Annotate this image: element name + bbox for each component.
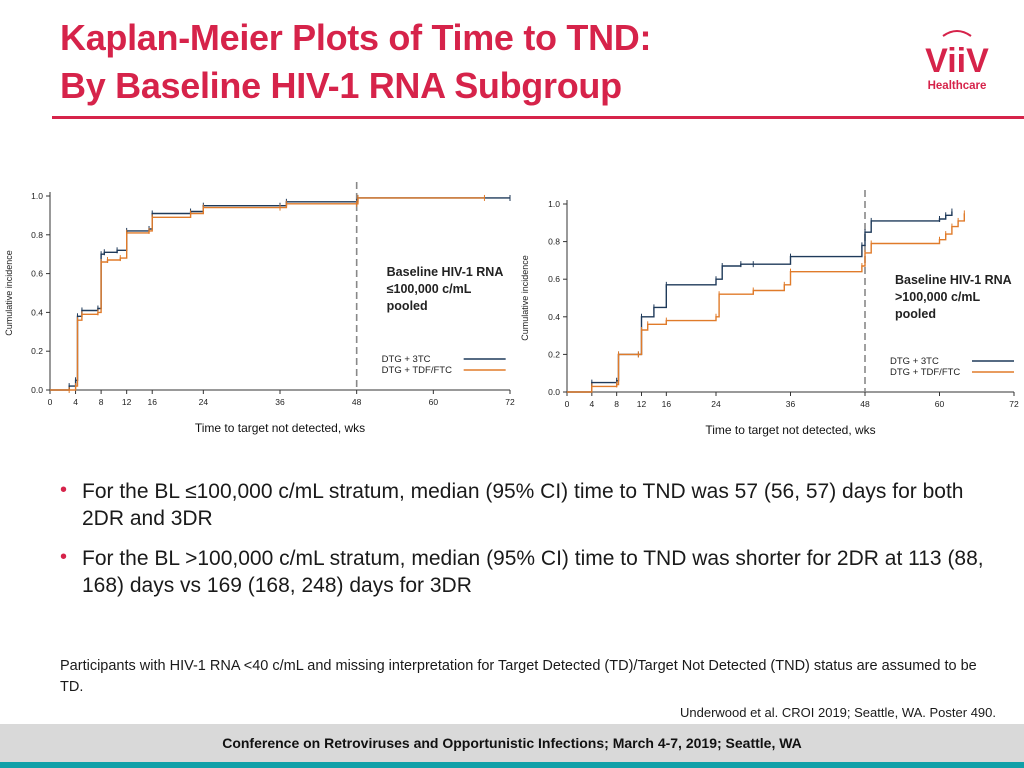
x-axis-label: Time to target not detected, wks bbox=[705, 423, 875, 437]
x-tick-label: 60 bbox=[429, 397, 439, 407]
footnote: Participants with HIV-1 RNA <40 c/mL and… bbox=[60, 658, 977, 695]
x-tick-label: 36 bbox=[275, 397, 285, 407]
legend-label: DTG + TDF/FTC bbox=[890, 367, 960, 378]
y-tick-label: 0.8 bbox=[31, 230, 43, 240]
bullet-text: For the BL ≤100,000 c/mL stratum, median… bbox=[82, 480, 964, 530]
y-tick-label: 1.0 bbox=[31, 191, 43, 201]
x-tick-label: 16 bbox=[147, 397, 157, 407]
viiv-healthcare-logo: ViiV Healthcare bbox=[925, 30, 989, 92]
stratum-annotation: Baseline HIV-1 RNA bbox=[895, 273, 1012, 287]
bullet-icon: • bbox=[60, 479, 68, 501]
x-tick-label: 24 bbox=[711, 399, 721, 409]
x-tick-label: 4 bbox=[589, 399, 594, 409]
x-tick-label: 8 bbox=[99, 397, 104, 407]
x-tick-label: 24 bbox=[199, 397, 209, 407]
y-tick-label: 0.2 bbox=[548, 349, 560, 359]
x-tick-label: 48 bbox=[352, 397, 362, 407]
x-tick-label: 12 bbox=[122, 397, 132, 407]
slide-title-line-2: By Baseline HIV-1 RNA Subgroup bbox=[60, 65, 622, 106]
x-tick-label: 12 bbox=[637, 399, 647, 409]
y-tick-label: 1.0 bbox=[548, 199, 560, 209]
x-tick-label: 36 bbox=[786, 399, 796, 409]
y-tick-label: 0.0 bbox=[548, 387, 560, 397]
y-tick-label: 0.4 bbox=[548, 312, 560, 322]
x-tick-label: 16 bbox=[662, 399, 672, 409]
x-tick-label: 0 bbox=[48, 397, 53, 407]
stratum-annotation: ≤100,000 c/mL bbox=[387, 282, 472, 296]
y-axis-label: Cumulative incidence bbox=[520, 255, 530, 341]
y-tick-label: 0.4 bbox=[31, 307, 43, 317]
x-tick-label: 4 bbox=[73, 397, 78, 407]
x-tick-label: 72 bbox=[1009, 399, 1019, 409]
y-tick-label: 0.2 bbox=[31, 346, 43, 356]
citation: Underwood et al. CROI 2019; Seattle, WA.… bbox=[679, 705, 996, 720]
logo-brand: ViiV bbox=[925, 42, 989, 80]
x-tick-label: 72 bbox=[505, 397, 515, 407]
bullet-item: • For the BL >100,000 c/mL stratum, media… bbox=[60, 545, 990, 599]
stratum-annotation: pooled bbox=[895, 307, 936, 321]
km-chart-right: 0.0 0.2 0.4 0.6 0.8 1.0 0 4 8 12 16 24 36 48 60 72 Cumul… bbox=[512, 180, 1024, 445]
x-tick-label: 0 bbox=[565, 399, 570, 409]
title-divider bbox=[52, 116, 1024, 119]
legend-label: DTG + 3TC bbox=[890, 356, 939, 367]
y-tick-label: 0.8 bbox=[548, 237, 560, 247]
bullet-icon: • bbox=[60, 546, 68, 568]
y-tick-label: 0.6 bbox=[31, 269, 43, 279]
km-chart-left: 0.0 0.2 0.4 0.6 0.8 1.0 0 4 8 12 16 24 36 48 60 72 Cumul… bbox=[0, 180, 520, 445]
slide-title: Kaplan-Meier Plots of Time to TND: By Ba… bbox=[60, 14, 651, 110]
km-curve-dtg-tdf-ftc bbox=[50, 197, 485, 391]
footer-text: Conference on Retroviruses and Opportuni… bbox=[222, 735, 802, 751]
y-tick-label: 0.0 bbox=[31, 385, 43, 395]
bullet-list: • For the BL ≤100,000 c/mL stratum, media… bbox=[60, 478, 990, 612]
stratum-annotation: pooled bbox=[387, 299, 428, 313]
bullet-item: • For the BL ≤100,000 c/mL stratum, media… bbox=[60, 478, 990, 532]
legend-label: DTG + TDF/FTC bbox=[382, 365, 452, 376]
bullet-text: For the BL >100,000 c/mL stratum, median… bbox=[82, 547, 984, 597]
footer-bar: Conference on Retroviruses and Opportuni… bbox=[0, 724, 1024, 762]
logo-sub: Healthcare bbox=[928, 80, 987, 92]
km-chart-right-svg: 0.00.20.40.60.81.00 4 8 12 16 24 36 48 60 72Cumul… bbox=[520, 190, 1019, 437]
x-axis-label: Time to target not detected, wks bbox=[195, 421, 365, 435]
y-axis-label: Cumulative incidence bbox=[4, 250, 14, 336]
x-tick-label: 48 bbox=[860, 399, 870, 409]
x-tick-label: 8 bbox=[614, 399, 619, 409]
footer-band bbox=[0, 762, 1024, 768]
stratum-annotation: Baseline HIV-1 RNA bbox=[387, 265, 504, 279]
logo-arc-icon bbox=[942, 30, 972, 37]
km-chart-left-svg: 0.00.20.40.60.81.00 4 8 12 16 24 36 48 60 72Cumul… bbox=[4, 182, 515, 435]
stratum-annotation: >100,000 c/mL bbox=[895, 290, 980, 304]
slide-title-line-1: Kaplan-Meier Plots of Time to TND: bbox=[60, 17, 652, 58]
legend-label: DTG + 3TC bbox=[382, 354, 431, 365]
y-tick-label: 0.6 bbox=[548, 274, 560, 284]
x-tick-label: 60 bbox=[935, 399, 945, 409]
